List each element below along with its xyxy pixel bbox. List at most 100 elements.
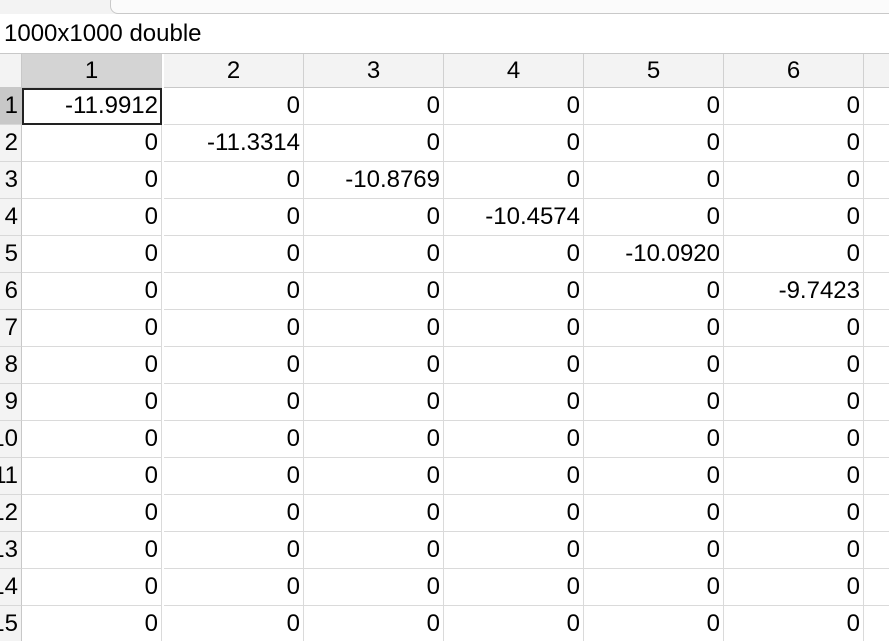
row-header-12[interactable]: 12: [0, 495, 22, 532]
table-cell[interactable]: [864, 532, 889, 569]
row-header-13[interactable]: 13: [0, 532, 22, 569]
table-cell[interactable]: 0: [724, 162, 864, 199]
table-cell[interactable]: -10.4574: [444, 199, 584, 236]
table-cell[interactable]: 0: [22, 162, 162, 199]
table-cell[interactable]: 0: [584, 88, 724, 125]
table-cell[interactable]: 0: [444, 606, 584, 641]
column-header-2[interactable]: 2: [164, 54, 304, 88]
row-header-6[interactable]: 6: [0, 273, 22, 310]
table-cell[interactable]: 0: [444, 347, 584, 384]
table-cell[interactable]: -10.0920: [584, 236, 724, 273]
table-cell[interactable]: 0: [584, 125, 724, 162]
table-cell[interactable]: 0: [164, 162, 304, 199]
table-cell[interactable]: 0: [584, 310, 724, 347]
table-cell[interactable]: 0: [22, 347, 162, 384]
table-cell[interactable]: [864, 384, 889, 421]
table-cell[interactable]: [864, 199, 889, 236]
table-cell[interactable]: 0: [724, 569, 864, 606]
table-cell[interactable]: 0: [724, 384, 864, 421]
table-cell[interactable]: 0: [584, 532, 724, 569]
table-cell[interactable]: 0: [164, 532, 304, 569]
table-cell[interactable]: 0: [444, 236, 584, 273]
table-cell[interactable]: -9.7423: [724, 273, 864, 310]
table-cell[interactable]: 0: [724, 458, 864, 495]
table-cell[interactable]: 0: [22, 421, 162, 458]
table-cell[interactable]: 0: [584, 495, 724, 532]
table-corner[interactable]: [0, 54, 22, 88]
table-cell[interactable]: 0: [304, 236, 444, 273]
column-header-next[interactable]: [864, 54, 889, 88]
table-cell[interactable]: 0: [724, 347, 864, 384]
table-cell[interactable]: 0: [304, 347, 444, 384]
table-cell[interactable]: 0: [724, 495, 864, 532]
table-cell[interactable]: 0: [304, 125, 444, 162]
column-header-5[interactable]: 5: [584, 54, 724, 88]
row-header-9[interactable]: 9: [0, 384, 22, 421]
table-cell[interactable]: 0: [304, 199, 444, 236]
table-cell[interactable]: 0: [304, 310, 444, 347]
table-cell[interactable]: [864, 310, 889, 347]
table-cell[interactable]: -10.8769: [304, 162, 444, 199]
row-header-8[interactable]: 8: [0, 347, 22, 384]
table-cell[interactable]: 0: [444, 569, 584, 606]
table-cell[interactable]: 0: [164, 606, 304, 641]
table-cell[interactable]: 0: [584, 606, 724, 641]
variable-table[interactable]: 1 2 3 4 5 6 1 -11.9912 0 0 0 0 0 2 0 -11.3314 0 0 0 0 3 0 0 -10…: [0, 54, 889, 641]
table-cell[interactable]: 0: [164, 421, 304, 458]
table-cell[interactable]: [864, 495, 889, 532]
table-cell[interactable]: 0: [22, 458, 162, 495]
column-header-6[interactable]: 6: [724, 54, 864, 88]
table-cell[interactable]: 0: [724, 421, 864, 458]
table-cell[interactable]: 0: [22, 199, 162, 236]
table-cell[interactable]: 0: [164, 310, 304, 347]
table-cell[interactable]: 0: [304, 569, 444, 606]
table-cell[interactable]: 0: [22, 273, 162, 310]
column-header-3[interactable]: 3: [304, 54, 444, 88]
row-header-14[interactable]: 14: [0, 569, 22, 606]
row-header-15[interactable]: 15: [0, 606, 22, 641]
row-header-10[interactable]: 10: [0, 421, 22, 458]
table-cell[interactable]: 0: [584, 384, 724, 421]
table-cell[interactable]: 0: [304, 495, 444, 532]
table-cell[interactable]: -11.3314: [164, 125, 304, 162]
table-cell[interactable]: 0: [304, 384, 444, 421]
row-header-3[interactable]: 3: [0, 162, 22, 199]
table-cell[interactable]: 0: [724, 532, 864, 569]
table-cell[interactable]: 0: [724, 125, 864, 162]
document-tab[interactable]: [110, 0, 889, 14]
table-cell[interactable]: 0: [304, 273, 444, 310]
table-cell[interactable]: 0: [444, 384, 584, 421]
table-cell[interactable]: 0: [444, 273, 584, 310]
table-cell[interactable]: 0: [164, 347, 304, 384]
table-cell[interactable]: 0: [22, 606, 162, 641]
column-header-1[interactable]: 1: [22, 54, 162, 88]
table-cell[interactable]: 0: [22, 495, 162, 532]
table-cell[interactable]: 0: [584, 347, 724, 384]
table-cell[interactable]: -11.9912: [22, 88, 162, 125]
table-cell[interactable]: [864, 421, 889, 458]
table-cell[interactable]: 0: [584, 273, 724, 310]
table-cell[interactable]: 0: [304, 421, 444, 458]
table-cell[interactable]: 0: [304, 458, 444, 495]
table-cell[interactable]: 0: [444, 532, 584, 569]
table-cell[interactable]: 0: [164, 458, 304, 495]
table-cell[interactable]: 0: [22, 125, 162, 162]
table-cell[interactable]: 0: [584, 162, 724, 199]
table-cell[interactable]: 0: [164, 273, 304, 310]
table-cell[interactable]: 0: [724, 199, 864, 236]
table-cell[interactable]: 0: [444, 88, 584, 125]
table-cell[interactable]: 0: [724, 606, 864, 641]
table-cell[interactable]: 0: [164, 569, 304, 606]
row-header-5[interactable]: 5: [0, 236, 22, 273]
table-cell[interactable]: 0: [164, 384, 304, 421]
table-cell[interactable]: [864, 569, 889, 606]
row-header-1[interactable]: 1: [0, 88, 22, 125]
table-cell[interactable]: 0: [724, 310, 864, 347]
table-cell[interactable]: 0: [444, 125, 584, 162]
table-cell[interactable]: 0: [444, 458, 584, 495]
table-cell[interactable]: 0: [22, 236, 162, 273]
row-header-11[interactable]: 11: [0, 458, 22, 495]
table-cell[interactable]: [864, 273, 889, 310]
table-cell[interactable]: 0: [304, 532, 444, 569]
table-cell[interactable]: 0: [584, 199, 724, 236]
